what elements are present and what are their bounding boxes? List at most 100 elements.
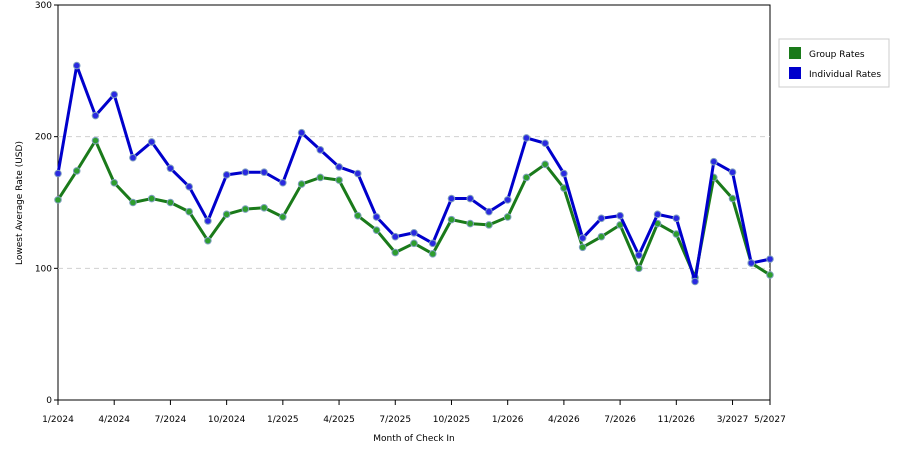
grid-layer	[58, 136, 770, 269]
data-point-individual-rates-16	[353, 169, 362, 178]
data-point-individual-rates-17	[372, 213, 381, 221]
series-layer	[54, 61, 774, 286]
data-point-individual-rates-7	[185, 182, 193, 191]
y-tick-label-0: 0	[46, 396, 52, 406]
data-point-individual-rates-9	[222, 171, 231, 179]
x-axis: 1/2024 4/2024 7/2024 10/2024 1/2025 4/2025 7/2…	[42, 400, 786, 425]
data-point-group-rates-7	[185, 207, 193, 216]
legend-label-individual-rates: Individual Rates	[809, 70, 881, 80]
data-point-group-rates-14	[316, 173, 325, 182]
data-point-individual-rates-24	[503, 196, 512, 204]
data-point-group-rates-28	[578, 243, 587, 252]
data-point-individual-rates-32	[653, 210, 662, 219]
data-point-group-rates-17	[372, 226, 381, 234]
data-point-group-rates-20	[428, 250, 437, 258]
data-point-group-rates-22	[466, 219, 475, 228]
data-point-individual-rates-12	[279, 178, 287, 187]
data-point-group-rates-38	[766, 271, 774, 279]
data-point-group-rates-21	[447, 215, 456, 224]
x-tick-label-1/2026: 1/2026	[492, 415, 524, 425]
x-tick-label-7/2026: 7/2026	[604, 415, 636, 425]
data-point-individual-rates-20	[428, 239, 437, 248]
data-point-group-rates-9	[222, 210, 231, 219]
data-point-group-rates-4	[129, 198, 137, 207]
x-tick-label-1/2024: 1/2024	[42, 415, 74, 425]
data-point-group-rates-36	[728, 194, 737, 203]
legend-swatch-individual-rates	[789, 67, 801, 79]
data-point-individual-rates-21	[447, 194, 456, 203]
data-point-group-rates-31	[635, 264, 643, 273]
x-tick-label-7/2024: 7/2024	[155, 415, 187, 425]
data-point-individual-rates-28	[578, 234, 587, 242]
x-tick-label-3/2027: 3/2027	[717, 415, 749, 425]
data-point-individual-rates-37	[747, 259, 756, 267]
data-point-individual-rates-27	[560, 169, 568, 178]
x-tick-label-1/2025: 1/2025	[267, 415, 299, 425]
y-axis: 0 100 200 300	[35, 1, 58, 406]
data-point-individual-rates-36	[728, 168, 737, 177]
data-point-individual-rates-15	[335, 163, 343, 171]
data-point-group-rates-6	[166, 198, 175, 207]
x-tick-label-11/2026: 11/2026	[658, 415, 696, 425]
data-point-group-rates-1	[72, 167, 81, 175]
data-point-individual-rates-31	[635, 251, 643, 259]
data-point-group-rates-11	[260, 203, 268, 212]
y-tick-label-200: 200	[35, 133, 52, 143]
data-point-group-rates-12	[279, 213, 287, 221]
data-point-individual-rates-19	[410, 228, 418, 237]
data-point-individual-rates-18	[391, 232, 400, 241]
legend-swatch-group-rates	[789, 47, 801, 59]
x-tick-label-7/2025: 7/2025	[379, 415, 411, 425]
data-point-individual-rates-33	[672, 214, 681, 223]
data-point-individual-rates-29	[597, 214, 606, 223]
data-point-individual-rates-8	[204, 217, 212, 225]
data-point-individual-rates-2	[91, 111, 100, 120]
data-point-group-rates-33	[672, 230, 681, 238]
data-point-group-rates-3	[110, 178, 119, 187]
plot-frame	[57, 4, 771, 401]
data-point-individual-rates-3	[110, 90, 119, 99]
legend-label-group-rates: Group Rates	[809, 50, 865, 60]
data-point-group-rates-29	[597, 232, 606, 241]
data-point-individual-rates-1	[72, 61, 81, 70]
data-point-individual-rates-14	[316, 146, 325, 154]
data-point-individual-rates-26	[541, 139, 549, 148]
data-point-group-rates-15	[335, 176, 343, 184]
data-point-individual-rates-23	[485, 207, 493, 216]
data-point-individual-rates-35	[709, 157, 718, 166]
data-point-group-rates-0	[54, 196, 62, 204]
legend: Group Rates Individual Rates	[778, 38, 890, 88]
data-point-group-rates-24	[503, 213, 512, 221]
data-point-group-rates-25	[522, 173, 531, 182]
x-tick-label-5/2027: 5/2027	[754, 415, 786, 425]
plot-area	[57, 4, 771, 401]
y-tick-label-300: 300	[35, 1, 52, 11]
x-tick-label-4/2026: 4/2026	[548, 415, 580, 425]
x-tick-label-4/2025: 4/2025	[323, 415, 355, 425]
x-tick-label-10/2025: 10/2025	[433, 415, 470, 425]
data-point-individual-rates-30	[616, 211, 624, 220]
data-point-group-rates-18	[391, 248, 400, 257]
series-individual-rates	[54, 61, 774, 286]
data-point-group-rates-26	[541, 160, 549, 169]
x-tick-label-4/2024: 4/2024	[98, 415, 130, 425]
data-point-individual-rates-13	[297, 128, 306, 137]
data-point-individual-rates-10	[241, 168, 250, 177]
y-axis-title: Lowest Average Rate (USD)	[15, 141, 25, 265]
data-point-individual-rates-5	[147, 138, 156, 146]
data-point-group-rates-13	[297, 180, 306, 188]
x-axis-title: Month of Check In	[373, 434, 455, 444]
data-point-group-rates-5	[147, 194, 156, 203]
data-point-group-rates-2	[91, 136, 100, 145]
y-tick-label-100: 100	[35, 264, 52, 274]
data-point-individual-rates-6	[166, 164, 175, 173]
data-point-group-rates-16	[353, 211, 362, 220]
data-point-individual-rates-4	[129, 153, 137, 162]
data-point-individual-rates-34	[691, 277, 699, 286]
data-point-group-rates-10	[241, 205, 250, 213]
data-point-individual-rates-38	[766, 255, 774, 263]
data-point-group-rates-8	[204, 236, 212, 245]
data-point-individual-rates-22	[466, 194, 475, 203]
